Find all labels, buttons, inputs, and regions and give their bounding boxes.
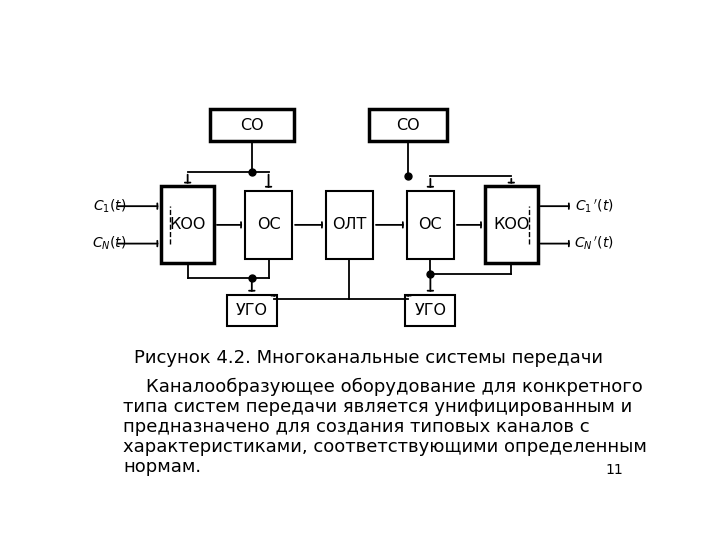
Bar [210,110,294,141]
Bar [325,191,373,259]
Bar [245,191,292,259]
Text: Рисунок 4.2. Многоканальные системы передачи: Рисунок 4.2. Многоканальные системы пере… [135,349,603,367]
Text: УГО: УГО [415,302,446,318]
Text: Каналообразующее оборудование для конкретного: Каналообразующее оборудование для конкре… [124,378,643,396]
Point [425,269,436,278]
Text: нормам.: нормам. [124,458,202,476]
Point [246,167,258,176]
Text: ОС: ОС [257,218,280,232]
Text: характеристиками, соответствующими определенным: характеристиками, соответствующими опред… [124,438,647,456]
Text: 11: 11 [606,463,624,477]
Text: КОО: КОО [493,218,529,232]
Text: ОЛТ: ОЛТ [333,218,366,232]
Bar [405,294,456,326]
Bar [485,186,538,264]
Bar [369,110,447,141]
Text: СО: СО [240,118,264,133]
Text: КОО: КОО [169,218,206,232]
Text: $C_1\,'(t)$: $C_1\,'(t)$ [575,198,614,215]
Text: $C_1(t)$: $C_1(t)$ [93,198,126,215]
Bar [407,191,454,259]
Text: $C_N\,'(t)$: $C_N\,'(t)$ [575,235,614,252]
Point [402,172,414,180]
Bar [161,186,214,264]
Text: СО: СО [396,118,420,133]
Text: предназначено для создания типовых каналов с: предназначено для создания типовых канал… [124,418,590,436]
Text: $C_N(t)$: $C_N(t)$ [91,235,126,252]
Text: ОС: ОС [418,218,442,232]
Bar [227,294,277,326]
Text: УГО: УГО [236,302,268,318]
Text: типа систем передачи является унифицированным и: типа систем передачи является унифициров… [124,398,633,416]
Point [246,274,258,282]
